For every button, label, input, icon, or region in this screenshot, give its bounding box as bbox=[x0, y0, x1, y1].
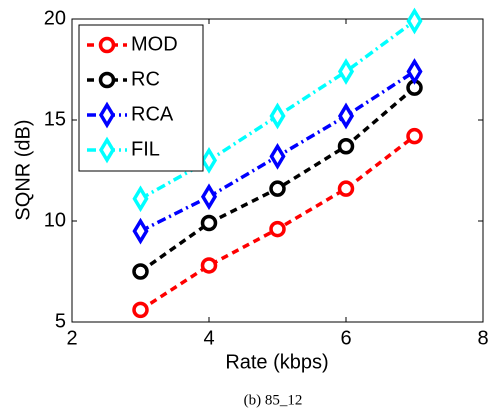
marker bbox=[200, 257, 218, 274]
legend-label: MOD bbox=[131, 33, 178, 55]
marker bbox=[337, 102, 355, 130]
marker bbox=[337, 58, 355, 85]
legend-marker bbox=[98, 71, 116, 89]
marker bbox=[337, 180, 355, 197]
legend-box bbox=[78, 24, 204, 172]
x-tick-label: 2 bbox=[66, 327, 77, 349]
y-tick-label: 15 bbox=[44, 108, 66, 130]
y-tick-label: 5 bbox=[55, 310, 66, 332]
marker bbox=[200, 214, 218, 232]
marker bbox=[269, 220, 286, 238]
legend-label: RCA bbox=[131, 103, 174, 125]
x-axis-label: Rate (kbps) bbox=[225, 351, 328, 373]
x-tick-label: 8 bbox=[477, 327, 488, 349]
marker bbox=[132, 185, 149, 213]
marker bbox=[269, 102, 286, 130]
x-tick-label: 4 bbox=[203, 327, 214, 349]
marker bbox=[132, 263, 149, 280]
y-axis-label: SQNR (dB) bbox=[12, 119, 34, 220]
marker bbox=[200, 146, 218, 174]
caption: (b) 85_12 bbox=[244, 392, 303, 408]
y-tick-label: 10 bbox=[44, 209, 66, 231]
marker bbox=[269, 180, 286, 197]
legend-marker bbox=[98, 136, 116, 164]
y-tick-label: 20 bbox=[44, 7, 66, 29]
marker bbox=[269, 142, 286, 170]
marker bbox=[406, 58, 423, 85]
legend-marker bbox=[98, 36, 116, 54]
x-tick-label: 6 bbox=[340, 327, 351, 349]
legend-marker bbox=[98, 101, 116, 129]
marker bbox=[406, 7, 423, 35]
legend-label: RC bbox=[131, 68, 160, 90]
marker bbox=[200, 183, 218, 211]
marker bbox=[132, 217, 149, 245]
marker bbox=[132, 301, 149, 319]
marker bbox=[337, 138, 355, 155]
legend-label: FIL bbox=[131, 138, 160, 160]
marker bbox=[406, 127, 423, 145]
